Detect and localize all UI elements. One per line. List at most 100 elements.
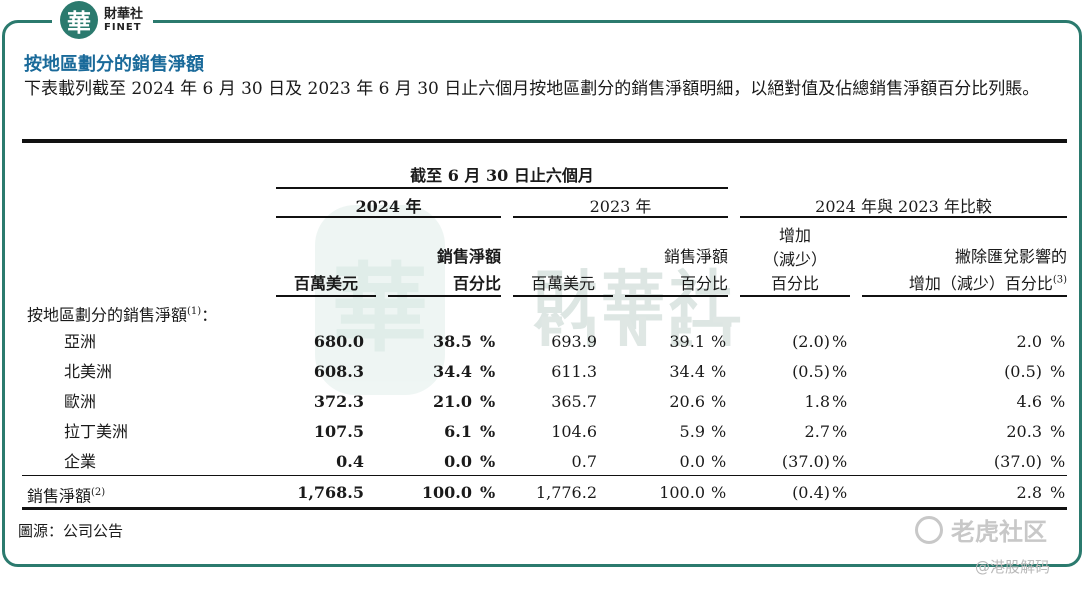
card-frame <box>2 20 1082 567</box>
row-fx-sign: % <box>1050 422 1066 441</box>
row-pct24: 34.4 <box>433 362 472 381</box>
col-pct-2023-l2: 百分比 <box>679 274 728 293</box>
table-row: 企業 0.4 0.0% 0.7 0.0% (37.0)% (37.0)% <box>0 447 1087 477</box>
row-label: 歐洲 <box>64 392 97 411</box>
row-chg-sign: % <box>832 362 848 381</box>
row-usd23: 365.7 <box>551 392 597 411</box>
row-fx-sign: % <box>1050 452 1066 471</box>
finet-logo-icon: 華 <box>60 1 98 39</box>
col-pct-2024-l2: 百分比 <box>452 274 501 293</box>
col-fx-l1: 撇除匯兌影響的 <box>954 247 1067 266</box>
table-row: 拉丁美洲 107.5 6.1% 104.6 5.9% 2.7% 20.3% <box>0 417 1087 447</box>
total-label-text: 銷售淨額 <box>27 486 92 506</box>
row-usd23: 611.3 <box>551 362 597 381</box>
year-2023-header: 2023 年 <box>589 197 652 216</box>
source-caption: 圖源：公司公告 <box>18 522 124 540</box>
row-chg-sign: % <box>832 452 848 471</box>
rule-before-total <box>22 475 1067 476</box>
table-row: 亞洲 680.0 38.5% 693.9 39.1% (2.0)% 2.0% <box>0 327 1087 357</box>
row-pct23: 0.0 <box>679 452 705 471</box>
compare-header: 2024 年與 2023 年比較 <box>815 197 992 216</box>
row-pct24: 38.5 <box>433 332 472 351</box>
row-pct24: 0.0 <box>444 452 472 471</box>
year-2024-header: 2024 年 <box>355 197 422 216</box>
row-pct24-sign: % <box>480 332 496 351</box>
row-chg-sign: % <box>832 392 848 411</box>
watermark-text-en: FINET <box>538 310 759 356</box>
total-footnote: (2) <box>91 487 106 498</box>
row-pct24-sign: % <box>480 422 496 441</box>
rule-col-usd23 <box>513 295 613 297</box>
page-title: 按地區劃分的銷售淨額 <box>24 54 204 75</box>
row-pct24-sign: % <box>480 362 496 381</box>
total-label: 銷售淨額(2) <box>27 478 105 511</box>
row-chg-sign: % <box>832 422 848 441</box>
watermark-logo-icon: 華 <box>315 205 445 395</box>
row-pct23-sign: % <box>711 362 727 381</box>
total-usd23: 1,776.2 <box>535 483 597 502</box>
row-pct24: 6.1 <box>444 422 472 441</box>
col-chg-l2: （減少） <box>762 250 827 269</box>
logo-name-cn: 財華社 <box>104 6 144 22</box>
row-usd24: 608.3 <box>313 362 364 381</box>
total-chg-sign: % <box>832 483 848 502</box>
row-usd23: 104.6 <box>551 422 597 441</box>
row-fx: (37.0) <box>993 452 1042 471</box>
col-fx-l2-text: 增加（減少）百分比 <box>908 274 1053 293</box>
col-fx-l2: 增加（減少）百分比(3) <box>862 270 1067 294</box>
finet-logo: 華 財華社 FINET <box>52 0 154 40</box>
row-fx-sign: % <box>1050 392 1066 411</box>
row-chg: (37.0) <box>781 452 830 471</box>
section-label-text: 按地區劃分的銷售淨額 <box>27 305 188 325</box>
col-pct-2023-l1: 銷售淨額 <box>663 247 728 266</box>
col-fx-footnote: (3) <box>1052 274 1067 286</box>
section-label: 按地區劃分的銷售淨額(1)： <box>27 297 217 330</box>
section-label-row: 按地區劃分的銷售淨額(1)： <box>0 297 1087 327</box>
row-pct23-sign: % <box>711 422 727 441</box>
total-row: 銷售淨額(2) 1,768.5 100.0 % 1,776.2 100.0 % … <box>0 478 1087 508</box>
rule-col-pct23 <box>625 295 728 297</box>
rule-col-pct24 <box>388 295 501 297</box>
row-chg: (2.0) <box>792 332 830 351</box>
table-top-rule <box>22 139 1067 143</box>
tiger-logo-icon <box>915 515 943 544</box>
row-pct24-sign: % <box>480 452 496 471</box>
row-chg: 2.7 <box>804 422 830 441</box>
table-row: 歐洲 372.3 21.0% 365.7 20.6% 1.8% 4.6% <box>0 387 1087 417</box>
tiger-watermark: 老虎社区 <box>915 512 1047 547</box>
row-fx: 20.3 <box>1006 422 1042 441</box>
row-pct23-sign: % <box>711 332 727 351</box>
col-pct-2024-l1: 銷售淨額 <box>436 247 501 266</box>
rule-col-fx <box>862 295 1067 297</box>
total-fx: 2.8 <box>1016 483 1042 502</box>
row-pct23-sign: % <box>711 392 727 411</box>
logo-name-en: FINET <box>104 21 142 33</box>
total-pct24-sign: % <box>480 483 496 502</box>
row-pct23: 34.4 <box>669 362 705 381</box>
table-bottom-rule <box>22 507 1067 510</box>
row-pct23: 39.1 <box>669 332 705 351</box>
row-usd24: 372.3 <box>313 392 364 411</box>
row-pct24-sign: % <box>480 392 496 411</box>
total-pct23: 100.0 <box>659 483 705 502</box>
section-footnote: (1) <box>187 306 202 317</box>
row-label: 企業 <box>64 452 97 471</box>
section-label-colon: ： <box>201 305 218 325</box>
row-label: 亞洲 <box>64 332 97 351</box>
col-usd-2023: 百萬美元 <box>530 274 595 293</box>
col-chg-l3: 百分比 <box>770 274 819 293</box>
total-chg: (0.4) <box>792 483 830 502</box>
row-label: 拉丁美洲 <box>64 422 129 441</box>
row-fx: (0.5) <box>1004 362 1042 381</box>
period-rule <box>276 187 728 189</box>
rule-2023 <box>513 216 728 218</box>
row-usd23: 0.7 <box>571 452 597 471</box>
period-header: 截至 6 月 30 日止六個月 <box>410 166 594 185</box>
row-fx-sign: % <box>1050 332 1066 351</box>
row-pct24: 21.0 <box>433 392 472 411</box>
tiger-watermark-handle: @港股解码 <box>975 558 1051 576</box>
rule-col-chg <box>740 295 850 297</box>
row-chg-sign: % <box>832 332 848 351</box>
row-chg: (0.5) <box>792 362 830 381</box>
rule-col-usd24 <box>276 295 376 297</box>
